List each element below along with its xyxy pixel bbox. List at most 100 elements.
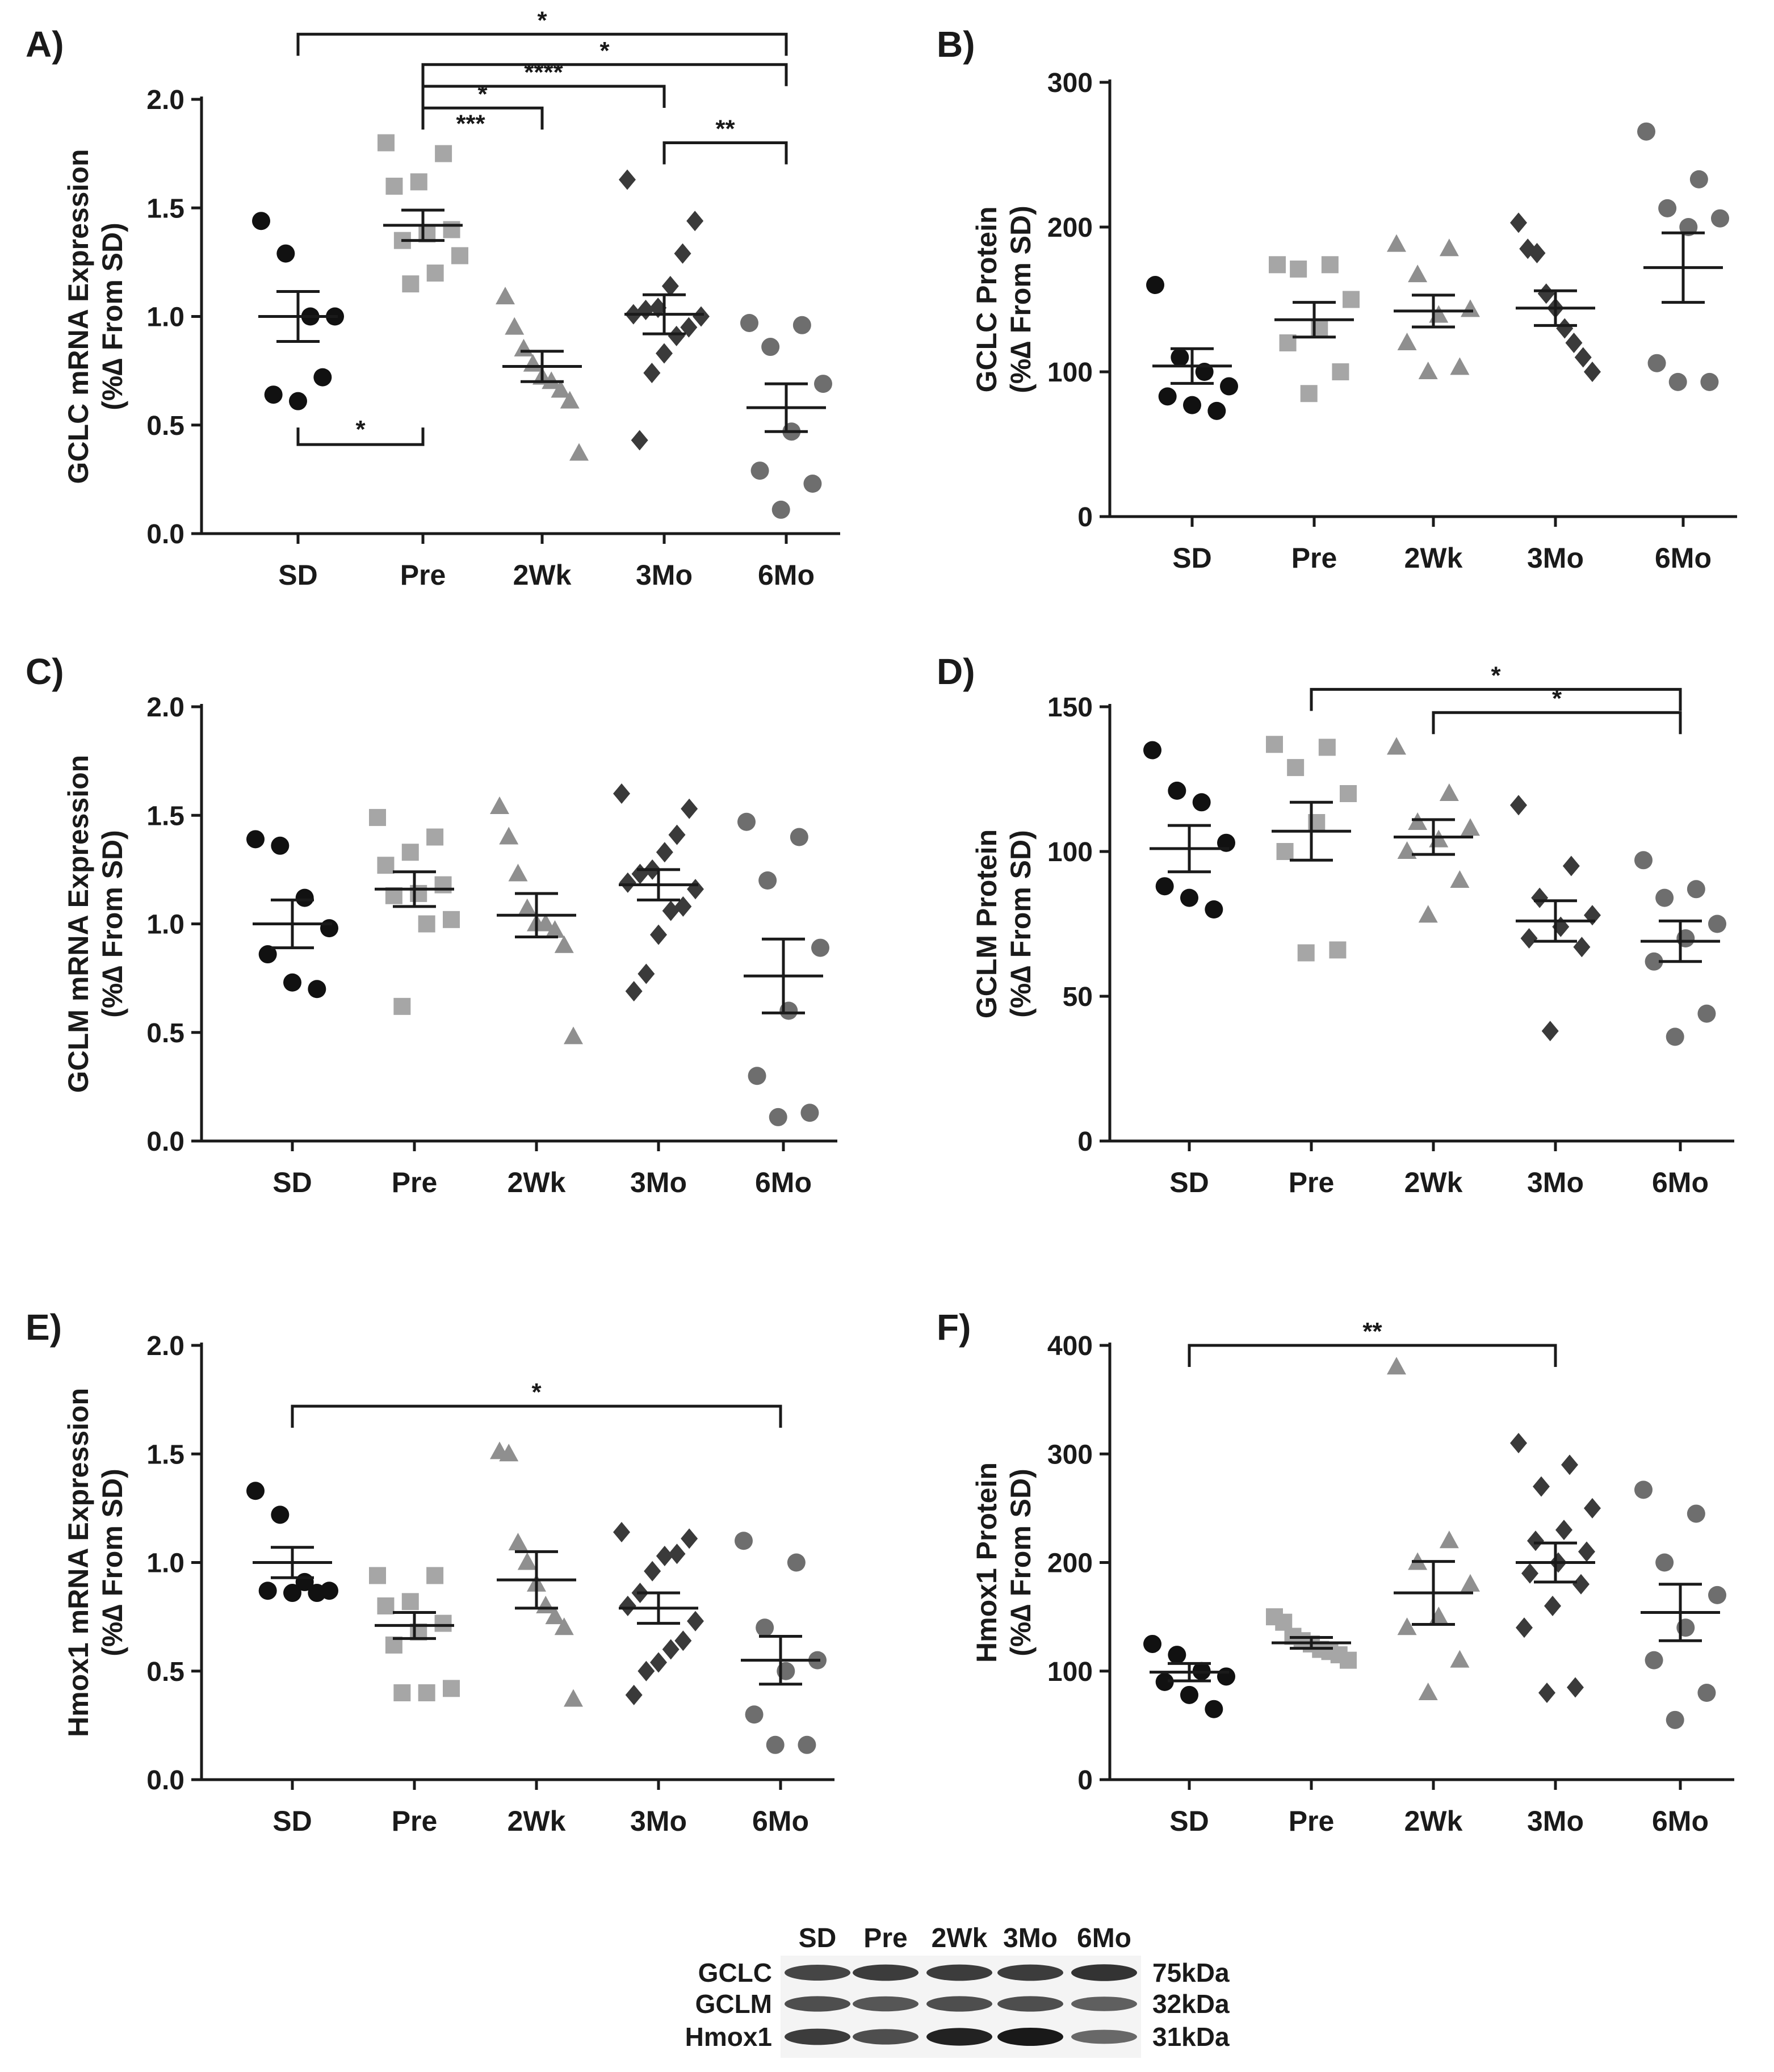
data-point-3mo	[1544, 1596, 1561, 1616]
data-point-2wk	[554, 1617, 574, 1635]
significance-bracket: ****	[421, 58, 666, 108]
data-point-6mo	[745, 1705, 764, 1724]
x-tick-label: Pre	[1291, 542, 1337, 574]
data-point-2wk	[508, 1533, 528, 1551]
x-tick-label: 3Mo	[630, 1167, 687, 1198]
data-point-sd	[246, 830, 265, 849]
data-point-6mo	[811, 938, 829, 957]
data-point-2wk	[1461, 299, 1480, 317]
bracket-line	[1310, 687, 1682, 711]
data-point-pre	[1321, 256, 1339, 274]
data-point-3mo	[650, 924, 667, 945]
significance-label: *	[355, 416, 366, 443]
mean-sem-2wk	[1394, 293, 1473, 329]
data-point-sd	[320, 919, 338, 938]
y-axis-label: GCLC mRNA Expression	[62, 149, 94, 484]
y-tick-label: 1.5	[146, 801, 184, 831]
data-point-2wk	[1439, 783, 1459, 801]
data-point-sd	[283, 1584, 301, 1603]
x-tick-label: 2Wk	[513, 559, 572, 591]
blot-band	[926, 1964, 992, 1981]
data-point-3mo	[1556, 318, 1574, 339]
data-point-6mo	[1697, 1684, 1716, 1702]
blot-band	[1071, 1964, 1137, 1981]
data-point-2wk	[1439, 1530, 1459, 1549]
data-point-3mo	[674, 243, 691, 264]
data-point-pre	[377, 857, 395, 874]
blot-band	[853, 2029, 919, 2045]
data-point-6mo	[1647, 354, 1666, 372]
blot-lane-label: SD	[799, 1923, 837, 1953]
data-point-sd	[1205, 900, 1223, 918]
data-point-pre	[1287, 759, 1305, 777]
blot-size-label: 31kDa	[1152, 2022, 1230, 2052]
bracket-line	[1432, 711, 1682, 735]
data-point-6mo	[740, 313, 758, 332]
data-point-sd	[1168, 781, 1186, 800]
data-point-2wk	[517, 1552, 537, 1570]
y-tick-label: 0	[1077, 1127, 1093, 1157]
data-point-6mo	[1666, 1710, 1684, 1729]
data-point-3mo	[619, 169, 636, 190]
data-point-3mo	[1510, 212, 1527, 233]
y-tick-label: 0.0	[146, 1127, 184, 1157]
data-point-6mo	[1634, 1480, 1653, 1499]
data-point-3mo	[1574, 347, 1592, 368]
data-point-2wk	[1408, 265, 1428, 283]
x-tick-label: 2Wk	[1404, 1167, 1463, 1198]
blot-band	[997, 2028, 1063, 2046]
data-point-3mo	[1510, 795, 1527, 816]
significance-bracket: **	[1188, 1318, 1557, 1367]
data-point-3mo	[686, 211, 704, 232]
data-point-2wk	[1461, 818, 1480, 836]
data-point-6mo	[1687, 1504, 1705, 1523]
data-point-3mo	[1531, 887, 1549, 908]
y-tick-label: 1.0	[146, 1549, 184, 1579]
y-axis-label: GCLM Protein	[971, 829, 1003, 1018]
data-point-3mo	[1555, 1520, 1572, 1541]
data-point-sd	[295, 888, 314, 907]
significance-bracket: *	[421, 80, 544, 130]
y-axis-label-unit: (%∆ From SD)	[97, 223, 128, 410]
x-tick-label: SD	[272, 1805, 312, 1837]
y-axis-label: GCLC Protein	[971, 207, 1003, 393]
blot-lane-label: 2Wk	[932, 1923, 988, 1953]
data-point-2wk	[1439, 238, 1459, 257]
data-point-6mo	[758, 871, 777, 890]
data-point-3mo	[662, 1639, 680, 1660]
blot-size-label: 75kDa	[1152, 1958, 1230, 1987]
x-tick-label: 3Mo	[630, 1805, 687, 1837]
data-point-2wk	[1387, 737, 1406, 755]
data-point-2wk	[536, 1596, 556, 1613]
data-point-3mo	[668, 325, 685, 346]
mean-sem-sd	[1150, 824, 1229, 874]
western-blot: SD Pre 2Wk 3Mo 6Mo GCLC 75kDa GCLM 32kDa Hmox1 31k…	[685, 1923, 1230, 2058]
blot-band	[1071, 1996, 1137, 2011]
data-point-pre	[377, 1597, 395, 1614]
data-point-6mo	[1634, 851, 1653, 870]
mean-sem-sd	[1152, 347, 1232, 385]
mean-sem-6mo	[1641, 1583, 1720, 1642]
x-tick-label: Pre	[400, 559, 446, 591]
blot-size-label: 32kDa	[1152, 1989, 1230, 2019]
data-point-3mo	[1538, 1683, 1555, 1703]
data-point-2wk	[1450, 1650, 1470, 1668]
significance-label: *	[599, 37, 610, 65]
data-point-3mo	[656, 343, 673, 364]
data-point-2wk	[1397, 1617, 1417, 1635]
significance-bracket: **	[662, 115, 788, 165]
x-tick-label: 2Wk	[1404, 542, 1463, 574]
y-tick-label: 2.0	[146, 1331, 184, 1361]
data-point-pre	[434, 1614, 452, 1632]
data-point-pre	[451, 247, 468, 265]
data-point-3mo	[687, 1610, 704, 1631]
mean-sem-2wk	[497, 1550, 576, 1610]
data-point-sd	[1143, 741, 1161, 760]
mean-sem-pre	[375, 870, 454, 908]
y-tick-label: 100	[1047, 1657, 1093, 1687]
data-point-3mo	[619, 1596, 636, 1616]
significance-label: *	[1491, 661, 1501, 689]
data-point-2wk	[508, 863, 528, 882]
y-axis-label-unit: (%∆ From SD)	[1005, 830, 1037, 1018]
mean-sem-pre	[375, 1610, 454, 1640]
